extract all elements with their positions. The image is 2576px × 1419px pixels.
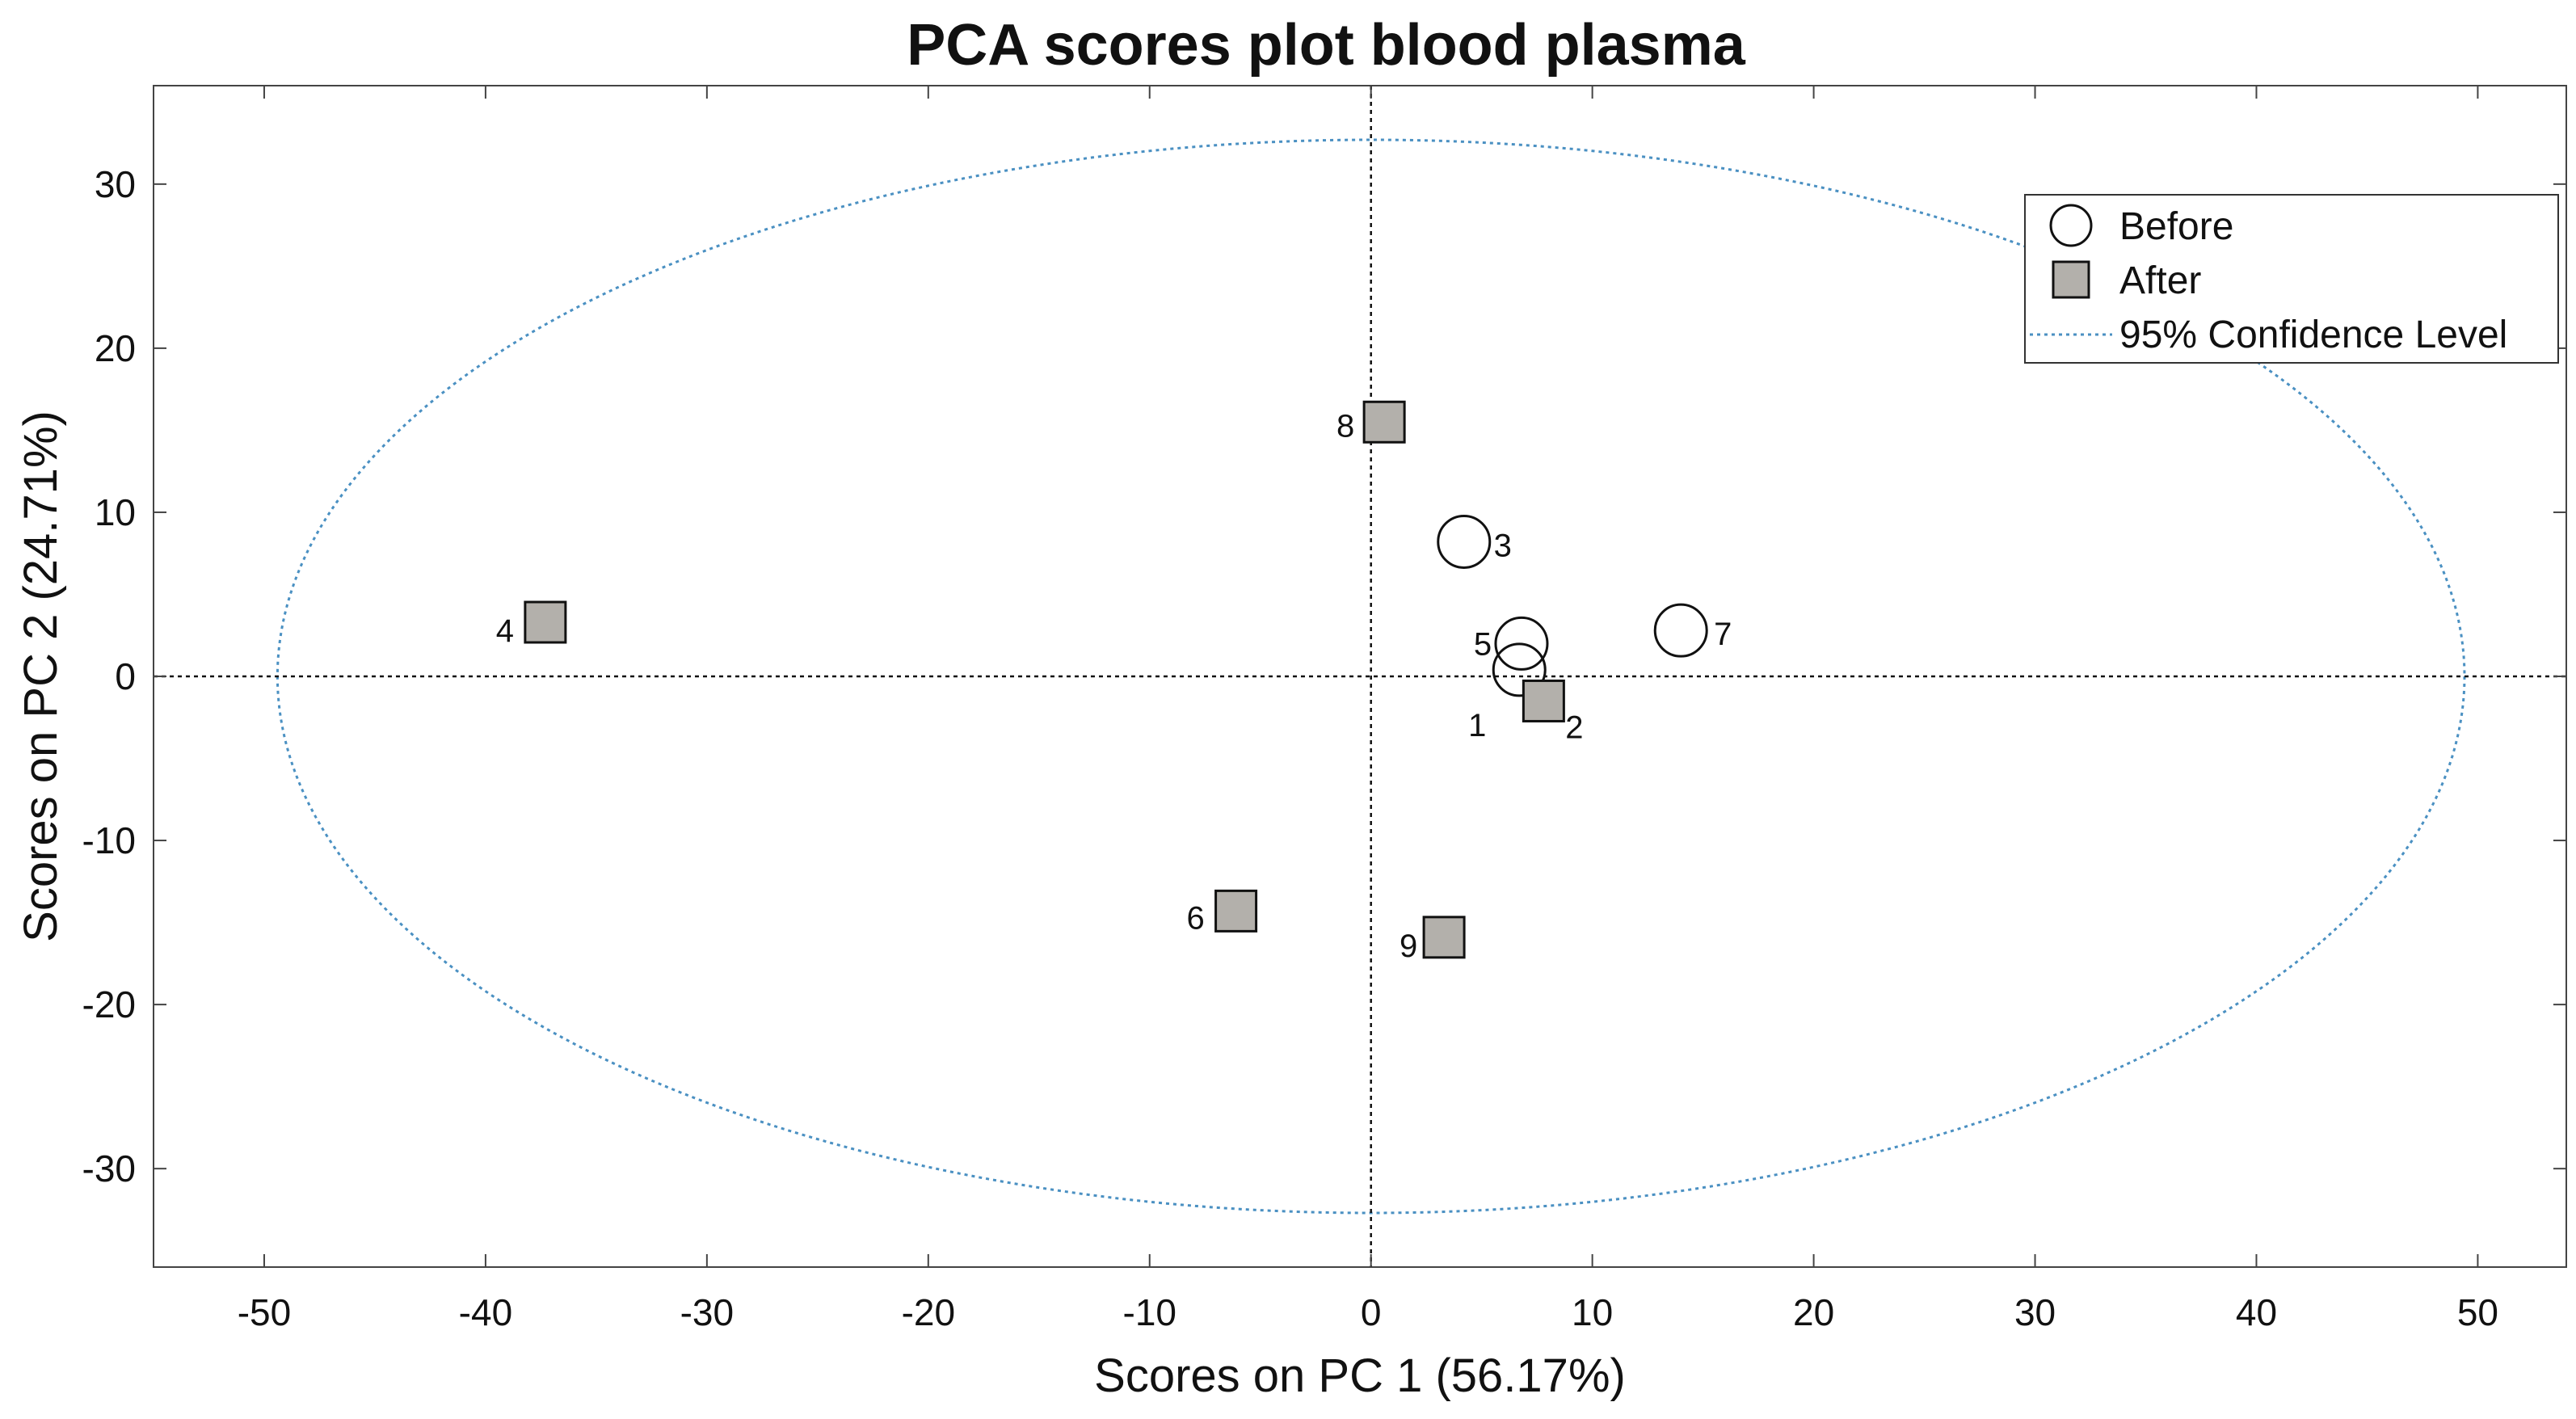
before-point <box>1492 642 1547 697</box>
after-point <box>1362 400 1406 444</box>
before-point <box>1437 514 1492 569</box>
y-tick-label: -30 <box>82 1147 136 1190</box>
point-label: 4 <box>496 613 514 649</box>
x-axis: -50 -40 -30 -20 -10 0 10 20 30 40 50 <box>238 86 2498 1333</box>
x-tick-label: -10 <box>1123 1291 1176 1333</box>
before-point <box>1653 603 1708 658</box>
point-label: 6 <box>1186 900 1204 936</box>
legend-before-label: Before <box>2119 205 2233 248</box>
x-tick-label: 30 <box>2014 1291 2056 1333</box>
x-tick-label: 0 <box>1361 1291 1382 1333</box>
after-point <box>1522 679 1565 722</box>
x-tick-label: 20 <box>1793 1291 1834 1333</box>
y-tick-label: 30 <box>95 163 136 205</box>
point-label: 9 <box>1400 928 1417 964</box>
y-tick-label: 0 <box>115 655 136 697</box>
y-axis-label: Scores on PC 2 (24.71%) <box>15 411 67 942</box>
point-label: 5 <box>1474 626 1492 662</box>
x-tick-label: 10 <box>1572 1291 1613 1333</box>
y-tick-label: -20 <box>82 983 136 1025</box>
x-axis-label: Scores on PC 1 (56.17%) <box>1094 1350 1626 1402</box>
legend-box <box>2024 194 2559 364</box>
x-tick-label: -50 <box>238 1291 291 1333</box>
y-tick-label: 10 <box>95 491 136 533</box>
x-tick-label: 40 <box>2236 1291 2277 1333</box>
legend-circle-marker <box>2049 204 2093 247</box>
legend-confidence-label: 95% Confidence Level <box>2119 314 2507 356</box>
point-label: 2 <box>1565 710 1583 745</box>
point-label: 1 <box>1468 708 1486 743</box>
chart-title: PCA scores plot blood plasma <box>907 13 1745 78</box>
legend: Before After 95% Confidence Level <box>2024 194 2559 364</box>
y-tick-label: -10 <box>82 819 136 861</box>
point-label: 8 <box>1336 408 1354 444</box>
point-label: 7 <box>1714 617 1732 652</box>
y-axis: -30 -20 -10 0 10 20 30 <box>82 163 2566 1190</box>
after-point <box>524 600 567 644</box>
point-label: 3 <box>1494 528 1512 563</box>
x-tick-label: -40 <box>459 1291 512 1333</box>
y-tick-label: 20 <box>95 327 136 369</box>
legend-square-marker <box>2052 260 2090 299</box>
before-point <box>1494 616 1549 671</box>
x-tick-label: 50 <box>2457 1291 2498 1333</box>
legend-after-label: After <box>2119 259 2201 302</box>
x-tick-label: -20 <box>902 1291 955 1333</box>
x-tick-label: -30 <box>680 1291 734 1333</box>
after-point <box>1422 916 1466 959</box>
after-point <box>1214 889 1258 933</box>
